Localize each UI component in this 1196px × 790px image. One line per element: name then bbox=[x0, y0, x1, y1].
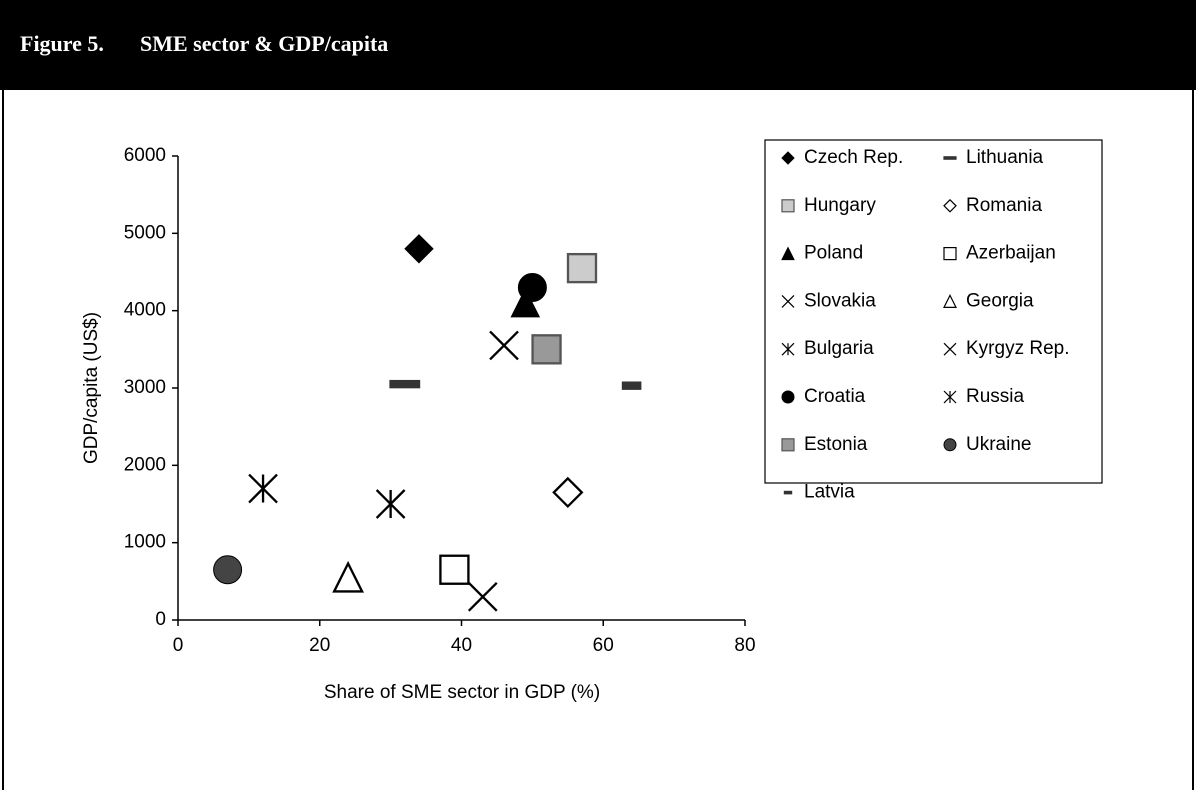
marker-stroke bbox=[489, 330, 519, 361]
marker-shape bbox=[332, 560, 364, 593]
marker bbox=[943, 294, 957, 308]
marker bbox=[467, 581, 498, 612]
y-axis-label: GDP/capita (US$) bbox=[81, 312, 102, 464]
legend-label: Romania bbox=[966, 195, 1042, 216]
legend-label: Ukraine bbox=[966, 434, 1031, 455]
figure-title: SME sector & GDP/capita bbox=[140, 31, 388, 56]
marker bbox=[517, 272, 547, 302]
marker bbox=[943, 390, 957, 404]
marker bbox=[781, 342, 795, 356]
x-tick-label: 20 bbox=[309, 635, 330, 656]
y-tick-label: 1000 bbox=[124, 532, 166, 553]
y-tick-label: 3000 bbox=[124, 377, 166, 398]
marker bbox=[489, 330, 519, 361]
figure-label: Figure 5. bbox=[20, 31, 104, 56]
marker bbox=[943, 156, 957, 160]
y-tick-label: 4000 bbox=[124, 300, 166, 321]
marker-shape bbox=[943, 247, 957, 261]
marker bbox=[248, 473, 278, 504]
marker-shape bbox=[510, 287, 541, 318]
marker-shape bbox=[389, 379, 421, 389]
marker-shape bbox=[943, 438, 957, 452]
marker bbox=[566, 252, 598, 284]
marker bbox=[781, 246, 795, 261]
y-tick-label: 6000 bbox=[124, 145, 166, 166]
marker-shape bbox=[781, 246, 795, 261]
x-axis-label: Share of SME sector in GDP (%) bbox=[324, 682, 600, 703]
x-tick-label: 0 bbox=[173, 635, 184, 656]
marker-shape bbox=[566, 252, 598, 284]
marker bbox=[213, 555, 243, 585]
marker bbox=[943, 342, 957, 356]
marker-shape bbox=[621, 381, 642, 390]
marker-shape bbox=[213, 555, 243, 585]
marker bbox=[943, 198, 957, 213]
legend-label: Croatia bbox=[804, 386, 866, 407]
marker bbox=[531, 334, 562, 365]
legend-label: Latvia bbox=[804, 482, 855, 503]
marker bbox=[439, 554, 470, 585]
legend-label: Czech Rep. bbox=[804, 147, 903, 168]
marker-shape bbox=[439, 554, 470, 585]
marker bbox=[375, 489, 406, 519]
legend-label: Azerbaijan bbox=[966, 243, 1056, 264]
y-tick-label: 0 bbox=[155, 609, 166, 630]
y-tick-label: 2000 bbox=[124, 454, 166, 475]
marker bbox=[781, 390, 795, 404]
marker-shape bbox=[404, 234, 434, 264]
marker-shape bbox=[781, 151, 795, 165]
marker bbox=[389, 379, 421, 389]
marker-stroke bbox=[943, 342, 957, 356]
legend-label: Russia bbox=[966, 386, 1025, 407]
legend-box bbox=[764, 139, 1103, 484]
legend-label: Poland bbox=[804, 243, 863, 264]
marker-shape bbox=[552, 476, 584, 509]
marker-shape bbox=[943, 294, 957, 308]
marker bbox=[781, 438, 795, 452]
x-tick-label: 40 bbox=[451, 635, 472, 656]
marker-shape bbox=[783, 490, 793, 495]
legend-label: Slovakia bbox=[804, 290, 876, 311]
marker-stroke bbox=[467, 581, 498, 612]
legend-label: Hungary bbox=[804, 195, 876, 216]
marker bbox=[943, 247, 957, 261]
legend-label: Lithuania bbox=[966, 147, 1044, 168]
marker-shape bbox=[943, 156, 957, 160]
x-tick-label: 60 bbox=[593, 635, 614, 656]
legend-label: Georgia bbox=[966, 290, 1034, 311]
marker bbox=[404, 234, 434, 264]
marker-shape bbox=[781, 390, 795, 404]
marker bbox=[510, 287, 541, 318]
legend-label: Estonia bbox=[804, 434, 868, 455]
marker-shape bbox=[943, 198, 957, 213]
marker bbox=[552, 476, 584, 509]
marker-stroke bbox=[781, 294, 795, 308]
marker bbox=[781, 199, 795, 213]
marker-shape bbox=[517, 272, 547, 302]
marker bbox=[332, 560, 364, 593]
marker bbox=[783, 490, 793, 495]
marker bbox=[781, 151, 795, 165]
marker bbox=[781, 294, 795, 308]
marker bbox=[621, 381, 642, 390]
marker bbox=[943, 438, 957, 452]
legend-label: Kyrgyz Rep. bbox=[966, 338, 1069, 359]
y-tick-label: 5000 bbox=[124, 222, 166, 243]
marker-shape bbox=[781, 199, 795, 213]
legend-label: Bulgaria bbox=[804, 338, 874, 359]
x-tick-label: 80 bbox=[734, 635, 755, 656]
header-bar bbox=[0, 0, 1196, 90]
